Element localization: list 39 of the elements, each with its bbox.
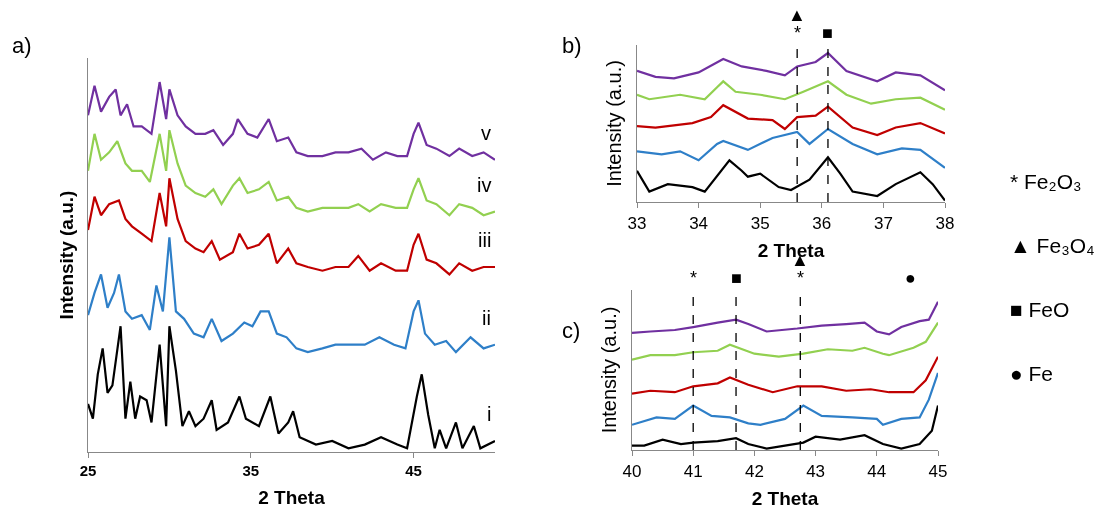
- x-tick-label: 35: [750, 213, 770, 233]
- x-tick-label: 45: [405, 462, 422, 480]
- x-axis-title: 2 Theta: [258, 486, 326, 508]
- text: ■ FeO: [1010, 298, 1070, 322]
- series-label: iii: [478, 229, 492, 251]
- x-tick-label: 38: [935, 213, 955, 233]
- x-tick-label: 45: [928, 461, 948, 481]
- x-tick-label: 42: [744, 461, 764, 481]
- series-label: v: [481, 122, 491, 144]
- ref-line-label: ■: [731, 268, 742, 288]
- x-tick-label: 33: [627, 213, 647, 233]
- text: ▲ Fe₃O₄: [1010, 234, 1095, 258]
- series-label: i: [487, 403, 492, 425]
- y-axis-title: Intensity (a.u.): [598, 306, 621, 434]
- ref-line-label: *: [690, 268, 698, 288]
- x-tick-label: 36: [812, 213, 832, 233]
- x-axis-title: 2 Theta: [751, 488, 819, 510]
- text: * Fe₂O₃: [1010, 170, 1082, 194]
- series-label: ii: [482, 307, 491, 329]
- x-tick-label: 34: [689, 213, 709, 233]
- text: ▲: [788, 5, 806, 25]
- text: ●: [905, 268, 916, 288]
- ref-line-label: *: [794, 23, 802, 43]
- y-axis-title: Intensity (a.u.): [603, 60, 626, 187]
- x-tick-label: 35: [242, 462, 260, 480]
- chart-title: a): [12, 33, 32, 58]
- x-tick-label: 25: [79, 462, 97, 480]
- series-label: iv: [477, 174, 492, 196]
- ref-line-label: *: [797, 268, 805, 288]
- ref-line-label: ■: [822, 23, 833, 43]
- chart-title: b): [562, 33, 582, 58]
- x-tick-label: 44: [867, 461, 887, 481]
- x-tick-label: 43: [806, 461, 826, 481]
- x-tick-label: 40: [622, 461, 642, 481]
- x-tick-label: 41: [683, 461, 703, 481]
- text: c): [562, 318, 581, 343]
- text: ● Fe: [1010, 362, 1054, 386]
- y-axis-title: Intensity (a.u.): [55, 190, 77, 320]
- x-tick-label: 37: [873, 213, 893, 233]
